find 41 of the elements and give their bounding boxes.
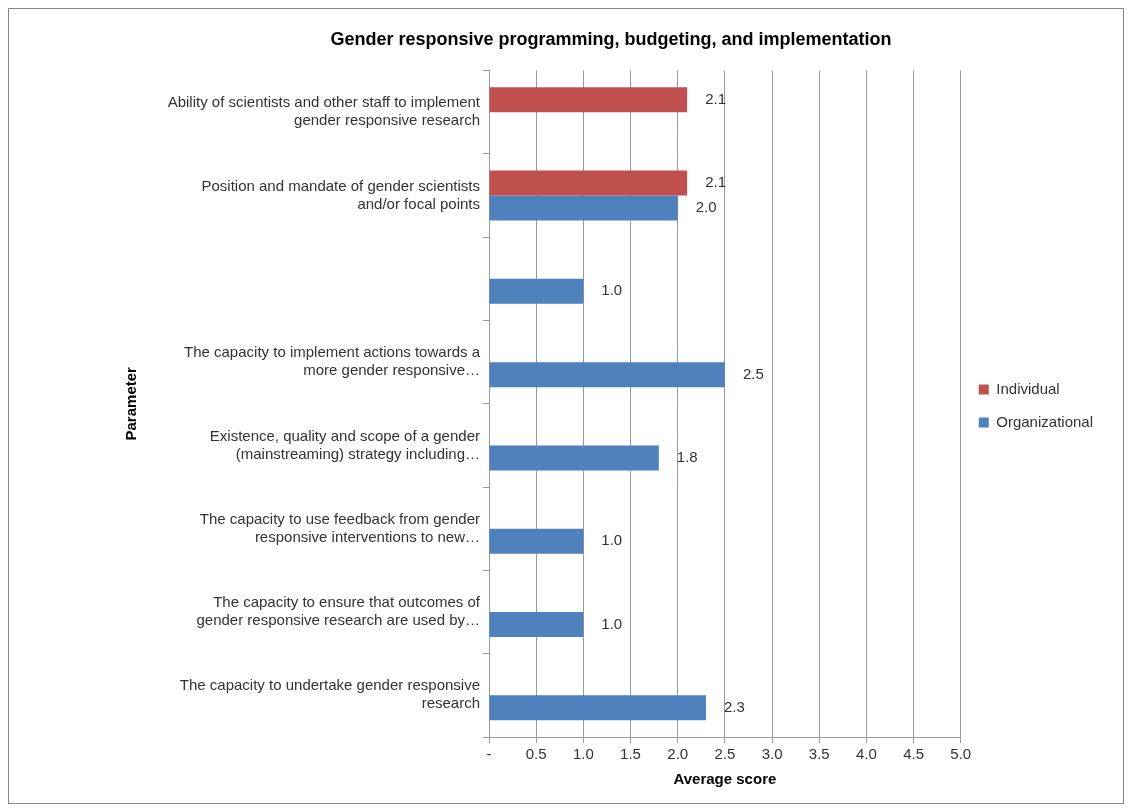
y-tick-label: Position and mandate of gender scientists and/or focal points: [201, 176, 480, 212]
bar: [489, 362, 725, 388]
data-label: 1.8: [676, 448, 698, 466]
data-label: 1.0: [601, 531, 623, 549]
bar: [489, 195, 678, 221]
legend-label: Organizational: [996, 412, 1094, 430]
x-tick-label: 2.5: [714, 745, 736, 763]
data-label: 1.0: [601, 614, 623, 632]
bar: [489, 278, 584, 304]
x-tick-label: 4.5: [903, 745, 925, 763]
x-tick-label: 3.5: [808, 745, 830, 763]
data-label: 2.5: [742, 364, 764, 382]
y-tick-label: Existence, quality and scope of a gender (mainstreaming) strategy including…: [209, 426, 480, 462]
y-tick-label: The capacity to implement actions towards a more gender responsive…: [184, 343, 481, 379]
data-label: 2.1: [705, 173, 727, 191]
y-axis-title: Parameter: [122, 366, 140, 441]
data-label: 2.1: [705, 89, 727, 107]
bar: [489, 528, 584, 554]
data-label: 2.3: [724, 697, 745, 715]
x-tick-label: 0.5: [525, 745, 547, 763]
bar: [489, 695, 707, 721]
bar: [489, 612, 584, 638]
bar: [489, 170, 688, 196]
bar: [489, 87, 688, 113]
x-tick-label: 2.0: [667, 745, 689, 763]
y-tick-label: The capacity to use feedback from gender responsive interventions to new…: [199, 509, 480, 545]
x-tick-label: 5.0: [950, 745, 972, 763]
x-tick-label: -: [486, 745, 492, 763]
x-tick-label: 4.0: [855, 745, 877, 763]
x-tick-label: 1.0: [572, 745, 594, 763]
legend-label: Individual: [996, 379, 1060, 397]
y-tick-label: Ability of scientists and other staff to implement gender responsive research: [167, 93, 481, 129]
x-axis-title: Average score: [673, 770, 777, 788]
y-tick-label: The capacity to ensure that outcomes of gender responsive research are used by…: [196, 593, 481, 629]
data-label: 1.0: [601, 281, 623, 299]
data-label: 2.0: [695, 198, 717, 216]
x-tick-label: 1.5: [620, 745, 641, 763]
bar: [489, 445, 659, 471]
y-tick-label: The capacity to undertake gender responsive research: [179, 676, 480, 712]
x-tick-label: 3.0: [761, 745, 783, 763]
chart-title: Gender responsive programming, budgeting, and implementation: [330, 28, 892, 49]
